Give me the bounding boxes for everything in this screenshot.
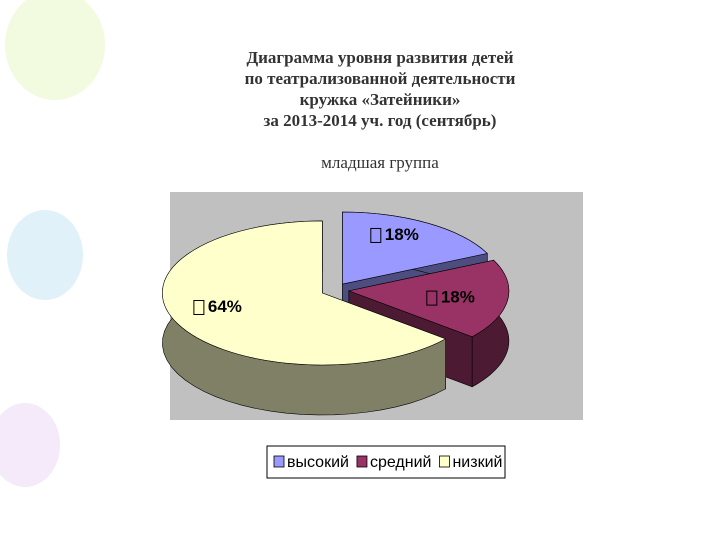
- legend-box: [266, 445, 506, 479]
- slice-top: [342, 211, 488, 285]
- legend-swatch: [439, 455, 450, 468]
- legend-label: средний: [370, 454, 432, 471]
- data-label: 18%: [441, 288, 475, 307]
- pie: 18% 18% 64%: [162, 211, 510, 416]
- slice-top: [347, 259, 510, 338]
- data-label: 18%: [385, 225, 419, 244]
- label-box: [426, 290, 438, 306]
- legend-swatch: [356, 455, 368, 468]
- legend-label: высокий: [287, 454, 349, 471]
- legend-label: низкий: [452, 454, 502, 471]
- label-box: [370, 227, 382, 243]
- chart-subtitle: младшая группа: [321, 153, 439, 172]
- label-box: [193, 300, 205, 316]
- slice: [162, 220, 447, 416]
- decoration: [0, 0, 105, 487]
- legend: высокий средний низкий: [273, 454, 502, 471]
- chart-title: за 2013-2014 уч. год (сентябрь): [264, 111, 497, 130]
- legend-swatch: [273, 455, 285, 468]
- data-label: 64%: [208, 297, 242, 316]
- chart-title: по театрализованной деятельности: [245, 69, 516, 88]
- title-block: Диаграмма уровня развития детей по театра…: [245, 48, 516, 172]
- slice-top: [162, 220, 447, 366]
- chart-title: Диаграмма уровня развития детей: [246, 48, 513, 67]
- chart-title: кружка «Затейники»: [300, 90, 461, 109]
